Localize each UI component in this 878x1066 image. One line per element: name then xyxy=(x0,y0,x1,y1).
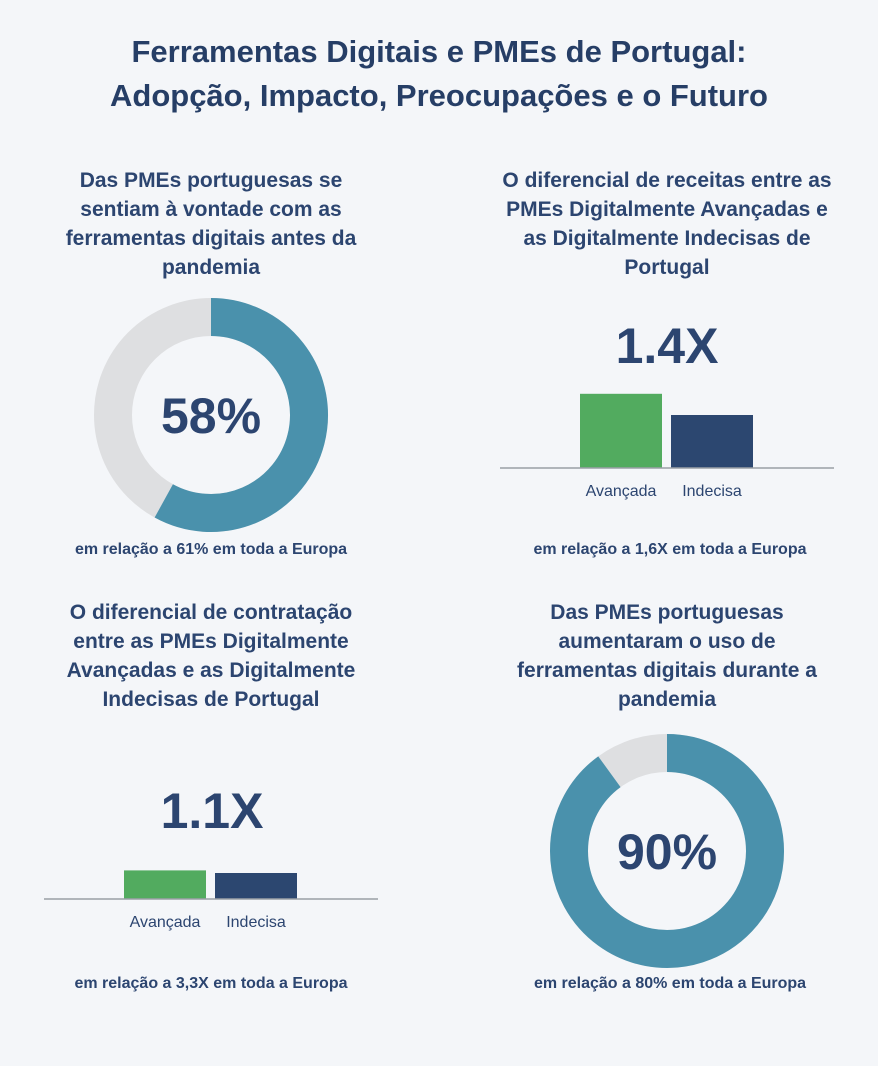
panel-bl-title-line: O diferencial de contratação xyxy=(69,601,353,624)
donut-tl-slice-value xyxy=(154,298,328,532)
bar-chart-tr: 1.4X Avançada Indecisa xyxy=(500,318,834,500)
panel-tl-note: em relação a 61% em toda a Europa xyxy=(74,541,348,558)
panel-tl-title-line: sentiam à vontade com as xyxy=(80,198,342,221)
bars-bl-value-label: 1.1X xyxy=(161,783,264,839)
panel-tl-title-line: ferramentas digitais antes da xyxy=(65,227,357,250)
bars-bl-category-label: Indecisa xyxy=(226,914,286,931)
panel-tr-title-line: as Digitalmente Indecisas de xyxy=(523,227,811,250)
page-title: Ferramentas Digitais e PMEs de Portugal:… xyxy=(0,30,878,118)
panel-tl-title: Das PMEs portuguesas se sentiam à vontad… xyxy=(20,166,402,282)
panel-bl-title-line: Indecisas de Portugal xyxy=(102,688,320,711)
page-title-line-2: Adopção, Impacto, Preocupações e o Futur… xyxy=(110,78,768,113)
panel-br-title-line: Das PMEs portuguesas xyxy=(550,601,784,624)
panel-tl-title-line: Das PMEs portuguesas se xyxy=(79,169,343,192)
bars-tr-value-label: 1.4X xyxy=(616,318,719,374)
panel-tr-note: em relação a 1,6X em toda a Europa xyxy=(533,541,807,558)
panel-bl-title-line: entre as PMEs Digitalmente xyxy=(73,630,349,653)
bars-tr-category-label: Avançada xyxy=(586,483,657,500)
donut-chart-tl: 58% xyxy=(94,298,328,532)
page-title-line-1: Ferramentas Digitais e PMEs de Portugal: xyxy=(131,34,747,69)
panel-br-title-line: pandemia xyxy=(617,688,717,711)
panel-tl-title-line: pandemia xyxy=(161,256,261,279)
panel-br-title-line: ferramentas digitais durante a xyxy=(517,659,817,682)
panel-br-note: em relação a 80% em toda a Europa xyxy=(533,975,807,992)
bars-bl-bar-avancada xyxy=(124,870,206,899)
bars-bl-bar-indecisa xyxy=(215,873,297,899)
donut-br-value-label: 90% xyxy=(617,824,717,880)
bars-tr-bar-avancada xyxy=(580,393,662,468)
panel-br-title: Das PMEs portuguesas aumentaram o uso de… xyxy=(476,598,858,714)
panel-tr-title: O diferencial de receitas entre as PMEs … xyxy=(476,166,858,282)
bars-tr-bar-indecisa xyxy=(671,415,753,468)
panel-bl-title: O diferencial de contratação entre as PM… xyxy=(20,598,402,714)
panel-tr-title-line: O diferencial de receitas entre as xyxy=(502,169,832,192)
bars-bl-category-label: Avançada xyxy=(130,914,201,931)
donut-br-slice-value xyxy=(550,734,784,968)
bars-tr-category-label: Indecisa xyxy=(682,483,742,500)
panel-bl-title-line: Avançadas e as Digitalmente xyxy=(66,659,356,682)
donut-chart-br: 90% xyxy=(550,734,784,968)
donut-tl-value-label: 58% xyxy=(161,388,261,444)
panel-tr-title-line: PMEs Digitalmente Avançadas e xyxy=(506,198,828,221)
panel-br-title-line: aumentaram o uso de xyxy=(558,630,776,653)
bar-chart-bl: 1.1X Avançada Indecisa xyxy=(44,783,378,931)
panel-bl-note: em relação a 3,3X em toda a Europa xyxy=(74,975,348,992)
panel-tr-title-line: Portugal xyxy=(624,256,710,279)
